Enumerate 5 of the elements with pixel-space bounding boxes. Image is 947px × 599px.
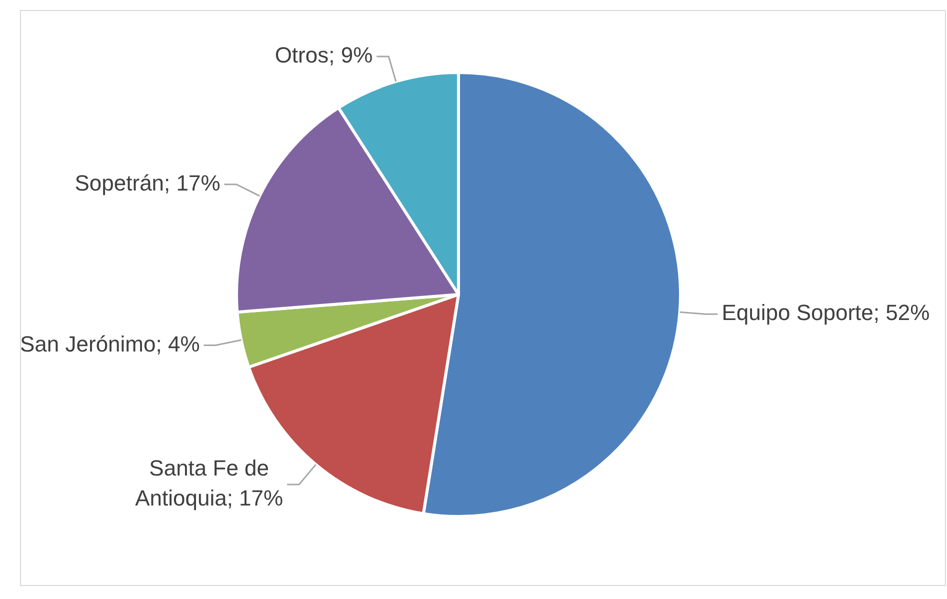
slice-label: Equipo Soporte; 52%: [722, 300, 930, 326]
slice-label: Sopetrán; 17%: [74, 170, 220, 196]
slice-label: Otros; 9%: [274, 42, 373, 68]
slice-label: Santa Fe de Antioquia; 17%: [135, 456, 284, 511]
slice-label: San Jerónimo; 4%: [20, 331, 200, 356]
